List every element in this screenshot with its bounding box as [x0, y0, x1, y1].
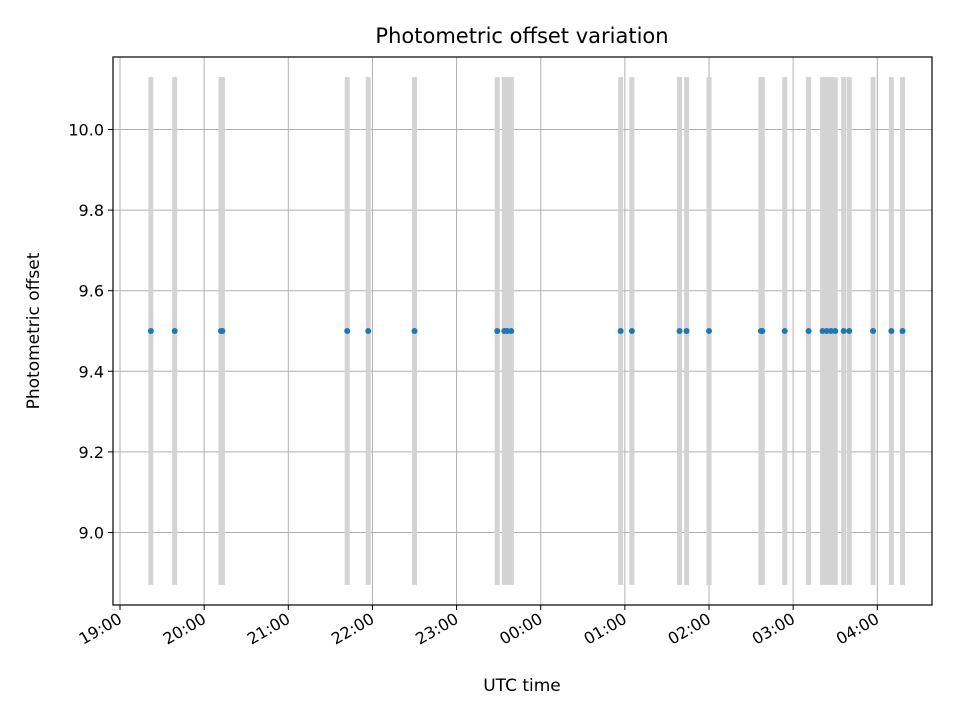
y-tick-label: 9.2 — [79, 443, 104, 462]
data-point — [828, 328, 835, 334]
data-point — [494, 328, 501, 334]
time-bars — [148, 77, 906, 585]
data-point — [832, 328, 839, 334]
plot-frame — [112, 56, 933, 606]
y-tick-label: 10.0 — [68, 121, 104, 140]
data-point — [870, 328, 877, 334]
data-point — [899, 328, 906, 334]
data-point — [676, 328, 683, 334]
data-point — [504, 328, 511, 334]
x-tick-label: 04:00 — [833, 609, 882, 649]
chart-title: Photometric offset variation — [375, 24, 668, 48]
data-point — [508, 328, 515, 334]
y-tick-label: 9.0 — [79, 523, 104, 542]
data-point — [683, 328, 690, 334]
data-point — [344, 328, 351, 334]
x-tick-label: 21:00 — [244, 609, 293, 649]
x-tick-label: 22:00 — [328, 609, 377, 649]
grid — [113, 57, 932, 605]
y-tick-label: 9.8 — [79, 201, 104, 220]
data-point — [805, 328, 812, 334]
data-point — [617, 328, 624, 334]
data-point — [365, 328, 372, 334]
data-point — [823, 328, 830, 334]
x-tick-label: 02:00 — [665, 609, 714, 649]
x-axis-ticks: 19:00 20:00 21:00 22:00 23:00 00:00 01:00 02:00… — [76, 605, 882, 649]
data-point — [219, 328, 226, 334]
y-tick-label: 9.6 — [79, 282, 104, 301]
data-point — [846, 328, 853, 334]
x-tick-label: 01:00 — [580, 609, 629, 649]
data-point — [147, 328, 154, 334]
data-point — [840, 328, 847, 334]
data-point — [706, 328, 713, 334]
x-tick-label: 20:00 — [160, 609, 209, 649]
data-point — [888, 328, 895, 334]
data-points — [147, 328, 906, 334]
data-point — [628, 328, 635, 334]
x-tick-label: 19:00 — [76, 609, 125, 649]
x-tick-label: 23:00 — [412, 609, 461, 649]
x-tick-label: 03:00 — [749, 609, 798, 649]
data-point — [781, 328, 788, 334]
data-point — [171, 328, 178, 334]
y-axis-label: Photometric offset — [24, 252, 44, 409]
x-tick-label: 00:00 — [496, 609, 545, 649]
data-point — [759, 328, 766, 334]
x-axis-label: UTC time — [483, 676, 561, 696]
y-axis-ticks: 9.0 9.2 9.4 9.6 9.8 10.0 — [68, 121, 113, 542]
data-point — [411, 328, 418, 334]
y-tick-label: 9.4 — [79, 362, 104, 381]
data-point — [819, 328, 826, 334]
